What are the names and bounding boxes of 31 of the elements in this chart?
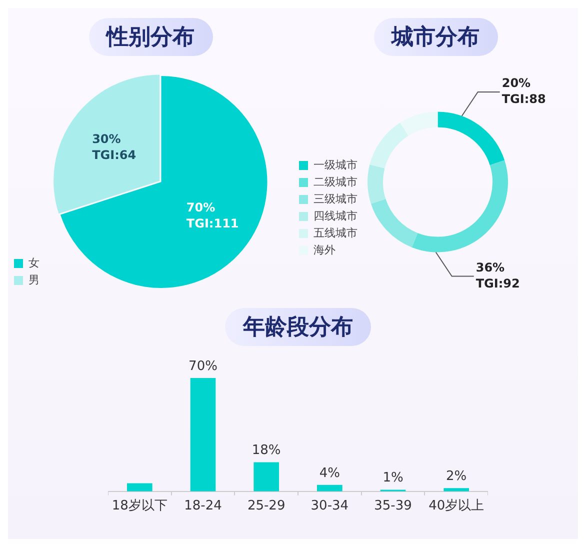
data-label: 1%: [382, 470, 404, 486]
legend-label: 海外: [314, 243, 336, 256]
chart-title: 年龄段分布: [225, 308, 371, 346]
legend-label: 三级城市: [314, 192, 358, 206]
legend-label: 四线城市: [314, 209, 358, 222]
data-label: 30% TGI:64: [92, 132, 136, 162]
data-label: 4%: [319, 466, 340, 481]
data-label: 20% TGI:88: [502, 76, 546, 106]
data-label: 18%: [252, 443, 281, 458]
legend-label: 五线城市: [314, 226, 358, 240]
legend-label: 男: [28, 273, 40, 286]
bar: [317, 484, 342, 492]
bar: [127, 483, 152, 492]
legend-label: 一级城市: [314, 158, 358, 172]
bar: [444, 488, 469, 492]
data-label: 70% TGI:111: [186, 200, 239, 230]
chart-title: 城市分布: [374, 18, 498, 56]
x-tick-label: 18岁以下: [112, 498, 168, 514]
data-label: 70%: [188, 358, 218, 374]
x-tick-label: 18-24: [184, 498, 222, 514]
chart-title: 性别分布: [88, 18, 212, 56]
bar: [190, 378, 216, 492]
data-label: 36% TGI:92: [476, 260, 520, 290]
x-tick-label: 25-29: [247, 498, 286, 514]
x-tick-label: 35-39: [374, 498, 412, 514]
x-tick-label: 30-34: [310, 498, 349, 514]
x-tick-label: 40岁以上: [428, 498, 484, 514]
bar: [254, 462, 279, 492]
legend-label: 女: [28, 256, 40, 270]
data-label: 2%: [446, 469, 467, 484]
legend-label: 二级城市: [314, 175, 358, 188]
